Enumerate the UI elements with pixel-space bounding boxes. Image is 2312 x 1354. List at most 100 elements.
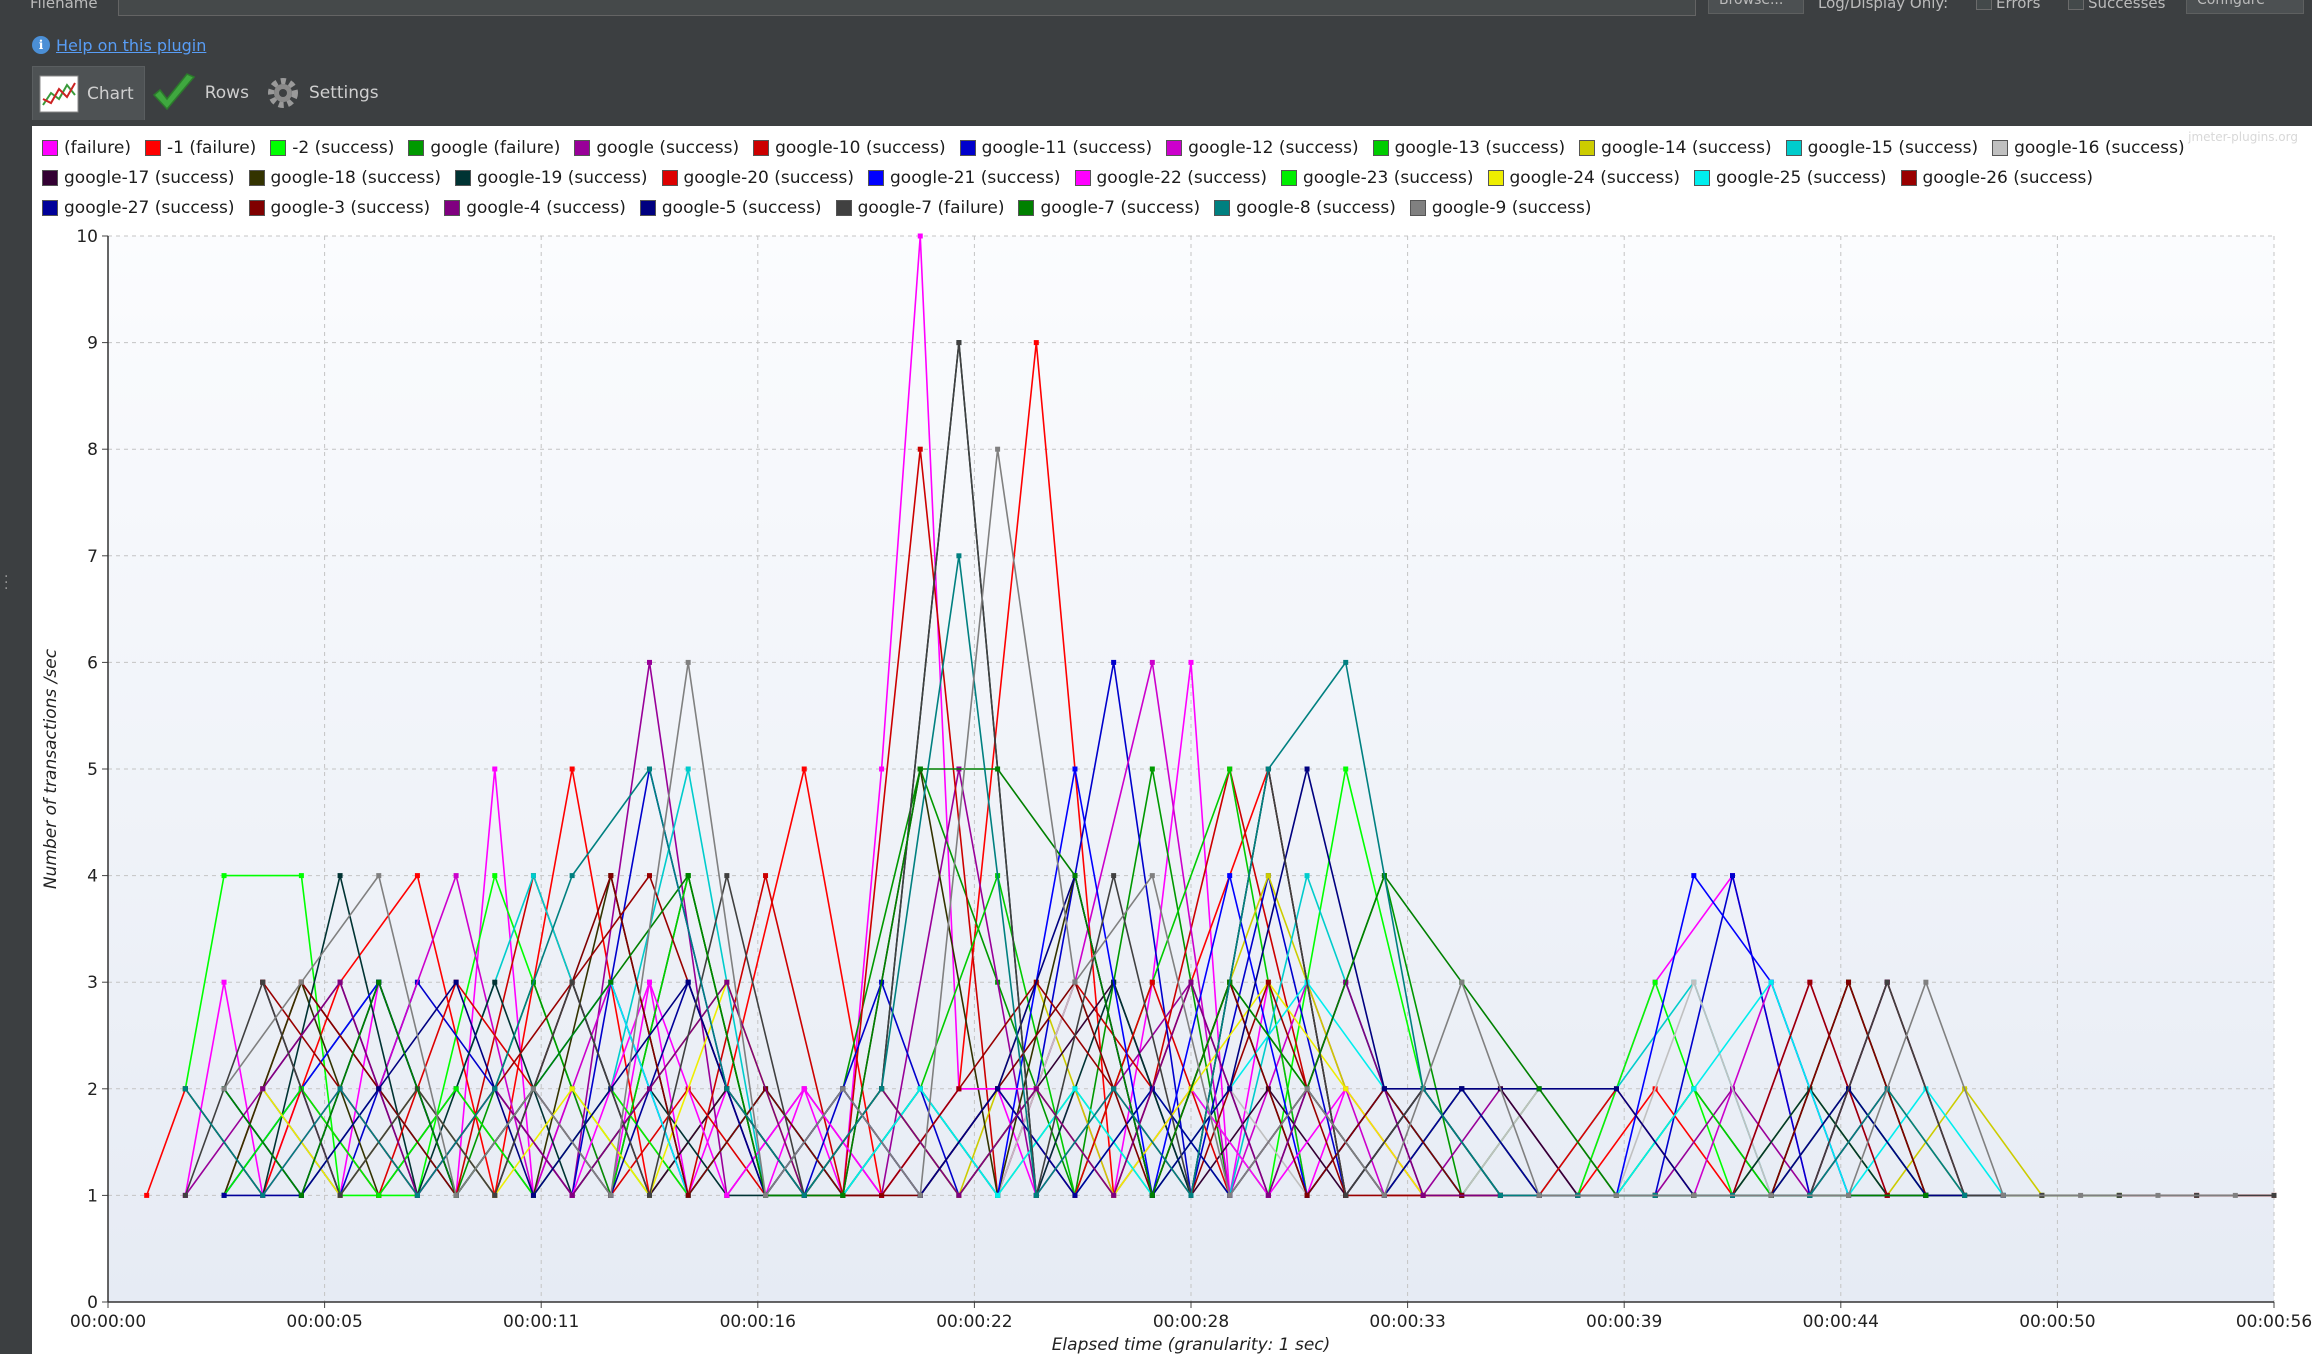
legend-label: google-12 (success) [1188,138,1359,158]
data-point [2155,1192,2161,1198]
x-tick-label: 00:00:00 [70,1312,146,1332]
data-point [376,979,382,985]
data-point [260,1086,266,1092]
line-chart: 0 1 2 3 4 5 6 7 8 9 10 00:00:00 00:00:05 00:00:11 00:0… [41,227,2312,1354]
data-point [956,1192,962,1198]
data-point [221,1086,227,1092]
legend-row: google-17 (success) google-18 (success) go… [42,166,2107,190]
data-point [917,1086,923,1092]
data-point [1227,1192,1233,1198]
browse-button[interactable]: Browse... [1708,0,1804,14]
data-point [1459,979,1465,985]
legend-swatch [248,170,265,186]
legend-label: google-3 (success) [270,198,431,218]
legend-swatch [408,140,425,156]
legend-item: google-21 (success) [868,168,1061,188]
data-point [608,873,614,879]
data-point [1381,1192,1387,1198]
data-point [1652,979,1658,985]
data-point [1923,1192,1929,1198]
data-point [801,1192,807,1198]
data-point [1033,340,1039,346]
data-point [917,233,923,239]
legend-swatch [42,140,58,156]
data-point [2271,1192,2277,1198]
data-point [1536,1086,1542,1092]
data-point [182,1086,188,1092]
y-axis-title: Number of transactions /sec [41,648,61,889]
x-tick-label: 00:00:11 [503,1312,579,1332]
data-point [995,766,1001,772]
legend-swatch [1372,140,1389,156]
legend-item: google-12 (success) [1166,138,1359,158]
legend-label: google-24 (success) [1509,168,1681,188]
legend-swatch [42,200,58,216]
y-tick-label: 4 [87,867,98,887]
tab-rows[interactable]: Rows [145,66,259,120]
data-point [1149,766,1155,772]
data-point [1768,1192,1774,1198]
data-point [724,1086,730,1092]
legend-label: google-4 (success) [466,198,626,218]
errors-checkbox[interactable] [1976,0,1992,10]
legend-item: google-23 (success) [1281,168,1474,188]
data-point [1846,1192,1852,1198]
data-point [1227,873,1233,879]
legend-item: google-20 (success) [661,168,855,188]
data-point [1033,1192,1039,1198]
tab-chart[interactable]: Chart [32,66,145,120]
data-point [1807,979,1813,985]
legend-swatch [144,140,161,156]
help-link[interactable]: Help on this plugin [56,35,207,55]
x-axis-title: Elapsed time (granularity: 1 sec) [1052,1335,1331,1354]
tab-settings[interactable]: Settings [259,66,389,120]
data-point [647,979,652,985]
data-point [917,766,923,772]
legend-item: google-9 (success) [1409,198,1592,218]
legend-swatch [42,170,58,186]
legend-swatch [1900,170,1917,186]
data-point [1265,1192,1271,1198]
data-point [1111,873,1117,879]
data-point [1768,979,1774,985]
panel-resize-handle[interactable]: · · · [4,569,9,597]
data-point [1381,1086,1387,1092]
data-point [840,1086,846,1092]
data-point [1691,1192,1697,1198]
legend-swatch [1281,170,1297,186]
legend-label: -1 (failure) [166,138,257,158]
successes-checkbox[interactable] [2068,0,2084,10]
data-point [1188,1192,1194,1198]
data-point [724,873,730,879]
data-point [1227,766,1233,772]
data-point [492,1086,498,1092]
data-point [1613,1086,1619,1092]
x-tick-label: 00:00:16 [720,1312,796,1332]
data-point [1691,873,1697,879]
data-point [1343,1192,1349,1198]
data-point [221,1192,227,1198]
data-point [1188,659,1194,665]
legend-row: (failure) -1 (failure) -2 (success) google … [42,136,2199,160]
data-point [1072,1192,1078,1198]
legend-label: google-23 (success) [1303,168,1474,188]
data-point [1072,1086,1078,1092]
legend-swatch [1579,140,1596,156]
data-point [1884,979,1890,985]
legend-swatch [959,140,976,156]
legend-swatch [1166,140,1183,156]
legend-swatch [1018,200,1035,216]
data-point [647,873,652,879]
x-tick-label: 00:00:05 [286,1312,362,1332]
data-point [763,1192,769,1198]
data-point [1304,766,1310,772]
legend-item: -1 (failure) [144,138,257,158]
y-tick-label: 3 [87,973,98,993]
filename-field[interactable] [118,0,1696,16]
y-tick-label: 6 [87,653,98,673]
configure-button[interactable]: Configure [2186,0,2304,14]
data-point [376,873,382,879]
data-point [1227,1086,1233,1092]
legend-row: google-27 (success) google-3 (success) goo… [42,196,1606,220]
legend-label: google-20 (success) [683,168,855,188]
